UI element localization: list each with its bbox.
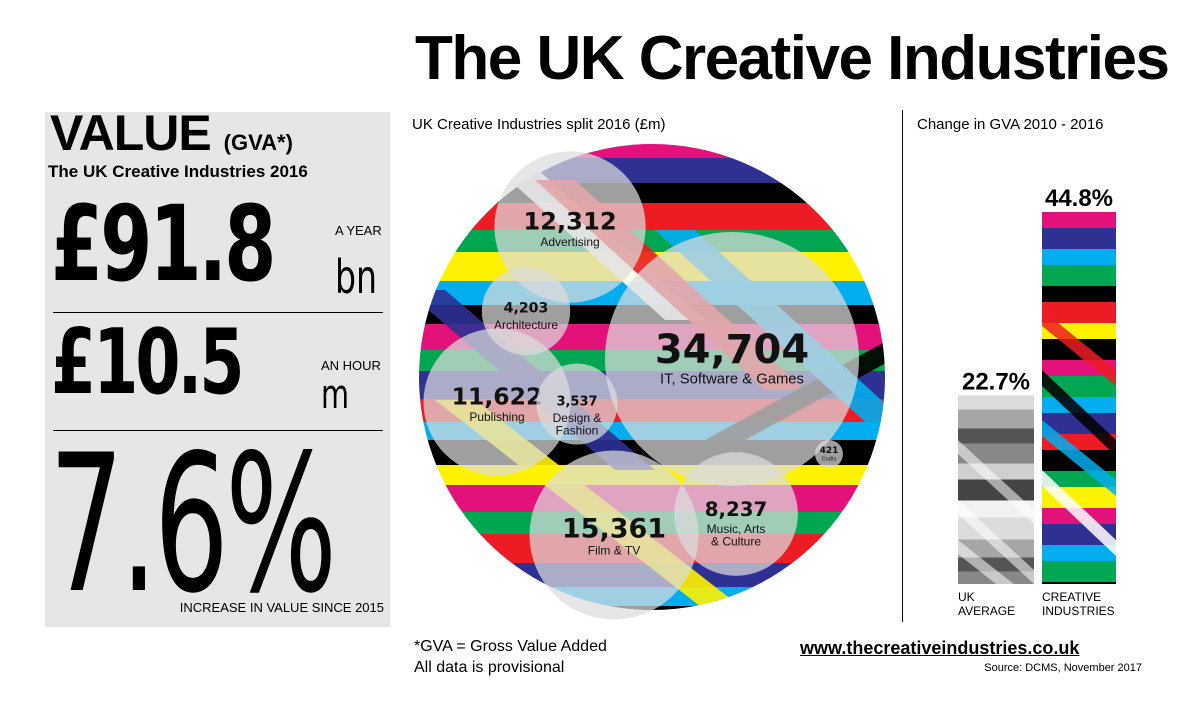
stripe bbox=[419, 158, 885, 183]
stripe bbox=[419, 144, 885, 158]
bar-category-label: CREATIVE bbox=[1042, 590, 1101, 604]
color-stripe bbox=[1042, 228, 1116, 249]
bubble-5 bbox=[815, 440, 843, 468]
color-stripe bbox=[1042, 561, 1116, 582]
bubble-label: Film & TV bbox=[588, 544, 640, 558]
bubble-label: Crafts bbox=[822, 457, 837, 463]
bubble-value: 8,237 bbox=[705, 498, 768, 521]
color-diagonal bbox=[1042, 470, 1116, 556]
color-stripe bbox=[1042, 302, 1116, 323]
bubble-2 bbox=[605, 232, 859, 486]
bubble-label: Fashion bbox=[556, 424, 599, 438]
bubble-label: Advertising bbox=[540, 235, 599, 249]
grey-diagonal bbox=[958, 540, 1014, 584]
per-year-label: A YEAR bbox=[335, 223, 382, 238]
bubble-label: & Culture bbox=[711, 534, 761, 548]
grey-diagonal bbox=[958, 500, 1034, 584]
value-heading-word: VALUE bbox=[50, 105, 212, 161]
grey-stripe bbox=[958, 409, 1034, 429]
value-subtitle: The UK Creative Industries 2016 bbox=[48, 162, 308, 181]
divider bbox=[53, 312, 383, 313]
bubble-value: 34,704 bbox=[655, 327, 809, 373]
bubble-3 bbox=[423, 328, 571, 476]
value-heading-suffix: (GVA*) bbox=[223, 130, 293, 155]
bar-value-label: 44.8% bbox=[1045, 185, 1113, 212]
bubble-value: 3,537 bbox=[556, 394, 597, 409]
bar-category-label: INDUSTRIES bbox=[1042, 604, 1115, 618]
bar-category-label: AVERAGE bbox=[958, 604, 1015, 618]
grey-diagonal bbox=[958, 440, 1034, 524]
increase-value: 7.6% bbox=[49, 414, 337, 635]
website-link[interactable]: www.thecreativeindustries.co.uk bbox=[800, 638, 1080, 658]
bubble-label: Architecture bbox=[494, 318, 558, 332]
bar-value-label: 22.7% bbox=[962, 369, 1030, 396]
bubble-value: 4,203 bbox=[504, 300, 549, 316]
per-year-value: £91.8 bbox=[51, 183, 276, 305]
value-panel: VALUE (GVA*) The UK Creative Industries … bbox=[45, 108, 390, 635]
value-heading: VALUE (GVA*) bbox=[50, 108, 293, 158]
color-diagonal bbox=[1042, 310, 1116, 386]
stripe bbox=[419, 230, 885, 252]
color-stripe bbox=[1042, 286, 1116, 302]
per-year-unit: bn bbox=[335, 250, 378, 304]
bubble-value: 15,361 bbox=[562, 514, 666, 545]
bubble-7 bbox=[674, 452, 798, 576]
bubble-4 bbox=[536, 363, 618, 445]
per-hour-label: AN HOUR bbox=[321, 358, 381, 373]
page-title: The UK Creative Industries bbox=[415, 24, 1170, 93]
color-stripe bbox=[1042, 212, 1116, 228]
bubble-label: Design & bbox=[553, 411, 602, 425]
source-note: Source: DCMS, November 2017 bbox=[984, 662, 1142, 674]
color-stripe bbox=[1042, 265, 1116, 286]
divider bbox=[53, 430, 383, 431]
color-stripe bbox=[1042, 249, 1116, 265]
bar-chart-title: Change in GVA 2010 - 2016 bbox=[917, 116, 1104, 133]
bubble-0 bbox=[494, 151, 646, 303]
provisional-note: All data is provisional bbox=[414, 659, 565, 676]
bar-uk-average bbox=[958, 395, 1034, 584]
bubble-label: Music, Arts bbox=[707, 522, 766, 536]
bubble-chart-title: UK Creative Industries split 2016 (£m) bbox=[412, 116, 666, 133]
bubble-value: 12,312 bbox=[523, 207, 616, 235]
bubble-label: Publishing bbox=[469, 410, 524, 424]
bar-creative-industries bbox=[1042, 212, 1116, 584]
bubble-value: 421 bbox=[820, 446, 839, 456]
bubble-label: IT, Software & Games bbox=[660, 372, 804, 388]
bar-category-label: UK bbox=[958, 590, 975, 604]
bubble-6 bbox=[529, 450, 699, 620]
bubble-value: 11,622 bbox=[452, 382, 543, 410]
color-stripe bbox=[1042, 582, 1116, 584]
color-stripe bbox=[1042, 545, 1116, 561]
stripe bbox=[419, 203, 885, 230]
color-diagonal bbox=[1042, 420, 1116, 496]
stripe bbox=[419, 183, 885, 203]
color-diagonal bbox=[1042, 370, 1116, 456]
per-hour-value: £10.5 bbox=[51, 310, 244, 415]
gva-footnote: *GVA = Gross Value Added bbox=[414, 638, 607, 655]
vertical-divider bbox=[902, 110, 903, 622]
grey-stripe bbox=[958, 395, 1034, 410]
grey-stripe bbox=[958, 428, 1034, 444]
per-hour-unit: m bbox=[321, 372, 350, 418]
increase-label: INCREASE IN VALUE SINCE 2015 bbox=[179, 600, 384, 615]
